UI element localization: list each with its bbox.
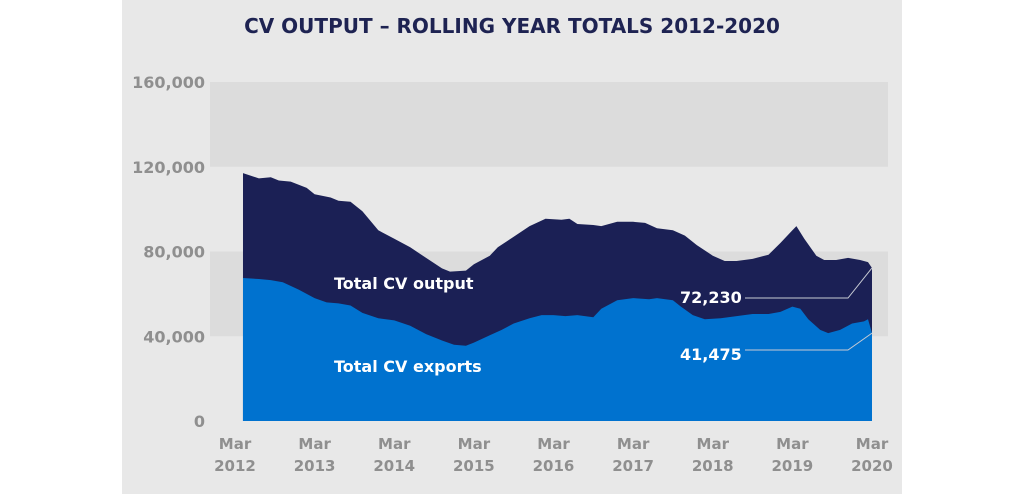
total-cv-exports-area bbox=[242, 278, 872, 421]
x-axis: Mar 2012 Mar 2013 Mar 2014 Mar 2015 Mar 2016 Mar 20… bbox=[214, 435, 893, 475]
x-tick-year: 2013 bbox=[294, 457, 336, 475]
y-tick-label: 0 bbox=[194, 412, 205, 431]
x-tick-month: Mar bbox=[378, 435, 411, 453]
exports-leader-line bbox=[745, 332, 873, 351]
x-tick-year: 2012 bbox=[214, 457, 256, 475]
x-tick-year: 2014 bbox=[373, 457, 415, 475]
output-end-value-label: 72,230 bbox=[680, 288, 742, 307]
x-tick-month: Mar bbox=[776, 435, 809, 453]
y-tick-label: 120,000 bbox=[132, 158, 205, 177]
x-tick-month: Mar bbox=[856, 435, 889, 453]
exports-series-label: Total CV exports bbox=[334, 357, 482, 376]
x-tick-month: Mar bbox=[537, 435, 570, 453]
x-tick-month: Mar bbox=[298, 435, 331, 453]
x-tick-year: 2020 bbox=[851, 457, 893, 475]
x-tick-month: Mar bbox=[697, 435, 730, 453]
y-tick-label: 40,000 bbox=[143, 327, 205, 346]
y-tick-label: 160,000 bbox=[132, 73, 205, 92]
output-series-label: Total CV output bbox=[334, 274, 474, 293]
y-tick-label: 80,000 bbox=[143, 243, 205, 262]
x-tick-month: Mar bbox=[458, 435, 491, 453]
x-tick-year: 2018 bbox=[692, 457, 734, 475]
x-tick-year: 2017 bbox=[612, 457, 654, 475]
exports-end-value-label: 41,475 bbox=[680, 345, 742, 364]
area-series bbox=[242, 173, 872, 421]
x-tick-year: 2016 bbox=[533, 457, 575, 475]
grid-band bbox=[210, 82, 888, 167]
x-tick-year: 2015 bbox=[453, 457, 495, 475]
chart-title: CV OUTPUT – ROLLING YEAR TOTALS 2012-202… bbox=[244, 14, 780, 38]
annotations: Total CV output Total CV exports 72,230 41,… bbox=[334, 267, 873, 376]
output-leader-line bbox=[745, 267, 873, 299]
x-tick-month: Mar bbox=[617, 435, 650, 453]
x-tick-year: 2019 bbox=[772, 457, 814, 475]
x-tick-month: Mar bbox=[219, 435, 252, 453]
y-axis: 0 40,000 80,000 120,000 160,000 bbox=[132, 73, 205, 431]
